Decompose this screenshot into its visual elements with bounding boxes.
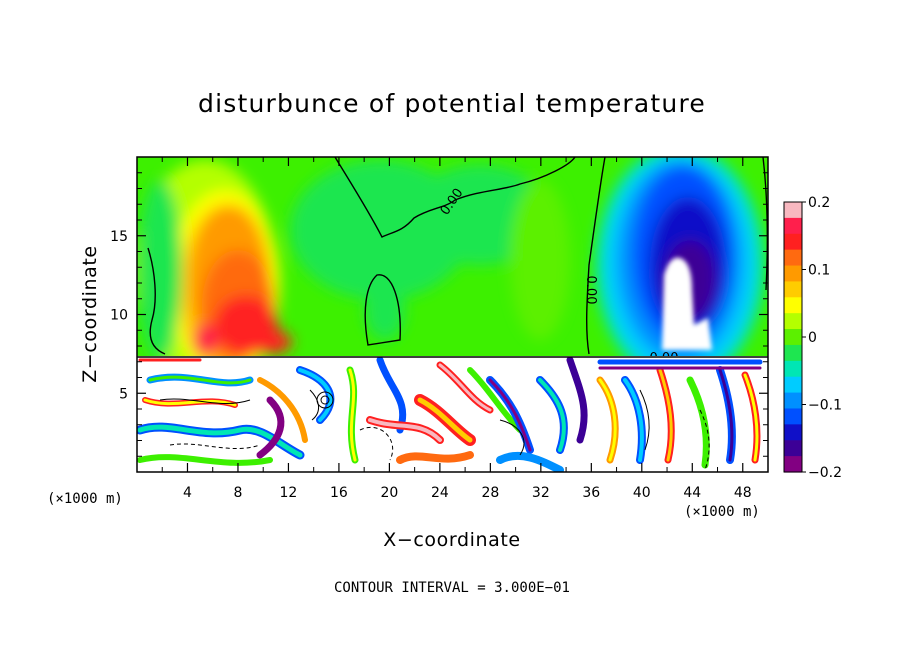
colorbar-swatch (784, 392, 802, 410)
x-axis-label: X−coordinate (383, 529, 520, 551)
colorbar-tick-label: 0.2 (808, 195, 830, 211)
x-axis: 4 8 12 16 20 24 28 32 36 40 44 48 (161, 157, 752, 501)
contour-label: 0.00 (583, 276, 598, 305)
x-tick-label: 28 (481, 485, 499, 501)
x-tick-label: 20 (380, 485, 398, 501)
chart-title: disturbunce of potential temperature (198, 89, 706, 118)
upper-layer-field: 0.00 0.00 0.00 (137, 157, 768, 366)
colorbar-swatch (784, 217, 802, 235)
contour-interval-note: CONTOUR INTERVAL = 3.000E−01 (334, 580, 570, 596)
y-axis-label: Z−coordinate (79, 245, 101, 382)
x-origin-unit: (×1000 m) (47, 491, 123, 507)
colorbar-tick-label: 0 (808, 330, 817, 346)
x-tick-label: 40 (633, 485, 651, 501)
colorbar-swatch (784, 202, 802, 219)
y-tick-label: 15 (110, 229, 128, 245)
colorbar-swatch (784, 376, 802, 394)
x-tick-label: 48 (734, 485, 752, 501)
colorbar-swatch (784, 281, 802, 298)
colorbar-tick-label: 0.1 (808, 263, 830, 279)
colorbar-swatch (784, 456, 802, 473)
colorbar-swatch (784, 408, 802, 425)
colorbar-swatch (784, 329, 802, 346)
lower-contours (159, 389, 710, 471)
colorbar-swatch (784, 360, 802, 378)
colorbar-tick-label: −0.1 (808, 398, 842, 414)
x-tick-label: 44 (683, 485, 701, 501)
x-tick-label: 8 (233, 485, 242, 501)
x-tick-label: 24 (431, 485, 449, 501)
x-tick-label: 16 (330, 485, 348, 501)
lower-layer-field (137, 356, 768, 472)
x-tick-label: 4 (183, 485, 192, 501)
y-axis: 5 10 15 (110, 172, 768, 457)
colorbar: 0.2 0.1 0 −0.1 −0.2 (783, 195, 842, 481)
colorbar-swatch (784, 313, 802, 330)
x-tick-label: 12 (280, 485, 298, 501)
colorbar-tick-label: −0.2 (808, 465, 842, 481)
colorbar-swatch (784, 297, 802, 314)
zero-contours-upper (147, 157, 768, 355)
colorbar-swatch (784, 344, 802, 362)
y-tick-label: 10 (110, 308, 128, 324)
x-axis-unit: (×1000 m) (684, 504, 760, 520)
y-tick-label: 5 (119, 386, 128, 402)
plot-area: 0.00 0.00 0.00 (110, 156, 769, 501)
colorbar-swatch (784, 424, 802, 441)
contour-label: 0.00 (650, 351, 679, 366)
colorbar-swatch (784, 249, 802, 267)
colorbar-swatch (784, 233, 802, 251)
x-tick-label: 36 (582, 485, 600, 501)
x-tick-label: 32 (532, 485, 550, 501)
colorbar-swatch (784, 265, 802, 283)
colorbar-swatch (784, 440, 802, 457)
